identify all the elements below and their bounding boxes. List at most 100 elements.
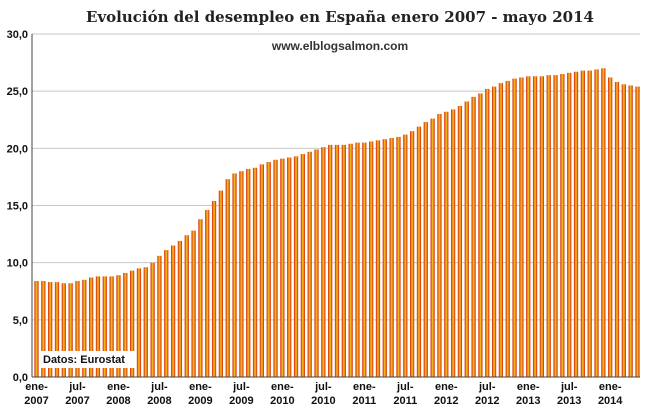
x-tick-label: ene-2008 — [106, 381, 130, 407]
bar-oct-2010 — [341, 144, 346, 377]
bar-ene-2010 — [280, 158, 285, 377]
y-tick-label: 0,0 — [13, 372, 28, 384]
bar-nov-2010 — [348, 143, 353, 377]
chart-title: Evolución del desempleo en España enero … — [86, 8, 594, 26]
x-tick-label: ene-2014 — [598, 381, 623, 407]
bar-abr-2014 — [628, 85, 633, 377]
bar-jul-2011 — [403, 134, 408, 377]
bar-oct-2009 — [259, 164, 264, 377]
bar-ene-2012 — [444, 111, 449, 377]
bar-mar-2007 — [48, 282, 53, 377]
bar-abr-2007 — [54, 282, 60, 377]
bar-sep-2010 — [334, 144, 340, 377]
bar-jun-2009 — [232, 173, 237, 377]
bar-jul-2010 — [321, 147, 326, 377]
watermark-bg — [270, 36, 410, 54]
y-tick-label: 30,0 — [7, 29, 28, 41]
bar-ago-2007 — [82, 279, 87, 377]
bar-jun-2008 — [150, 262, 155, 377]
bar-nov-2008 — [184, 235, 189, 377]
bar-sep-2013 — [580, 70, 585, 377]
bar-dic-2011 — [437, 114, 442, 377]
bar-abr-2012 — [464, 101, 469, 378]
bar-nov-2011 — [430, 118, 435, 378]
watermark: www.elblogsalmon.com — [271, 39, 408, 53]
bar-mar-2008 — [130, 270, 135, 377]
bar-mar-2014 — [621, 84, 626, 377]
bar-mar-2010 — [293, 156, 299, 377]
bar-jun-2011 — [396, 136, 401, 377]
bar-ene-2013 — [526, 76, 531, 378]
bar-ago-2012 — [491, 86, 497, 377]
x-tick-label: jul-2013 — [557, 381, 581, 407]
bar-sep-2011 — [416, 126, 422, 377]
y-tick-label: 5,0 — [13, 315, 28, 327]
bar-may-2010 — [307, 151, 312, 377]
bar-dic-2007 — [109, 276, 114, 377]
bar-feb-2008 — [123, 272, 128, 377]
bar-abr-2013 — [546, 75, 551, 377]
bar-jul-2008 — [157, 255, 162, 377]
y-tick-label: 20,0 — [7, 143, 28, 155]
bar-feb-2010 — [287, 157, 292, 377]
y-tick-label: 25,0 — [7, 86, 28, 98]
bar-may-2009 — [225, 179, 230, 377]
y-tick-label: 10,0 — [7, 258, 28, 270]
bar-feb-2013 — [532, 76, 538, 378]
bar-sep-2009 — [252, 167, 258, 377]
bar-ene-2009 — [198, 219, 203, 377]
bar-dic-2008 — [191, 230, 196, 377]
bar-jun-2012 — [478, 93, 483, 377]
bar-nov-2009 — [266, 162, 271, 377]
bar-ago-2010 — [328, 144, 333, 377]
x-tick-label: ene-2010 — [270, 381, 294, 407]
x-tick-labels: ene-2007 jul-2007 ene-2008 jul-2008 ene-2009… — [24, 381, 623, 407]
x-tick-label: jul-2010 — [311, 381, 335, 407]
bar-feb-2007 — [41, 280, 46, 377]
bar-mar-2009 — [211, 200, 217, 377]
bar-may-2014 — [635, 86, 640, 377]
bar-jul-2012 — [485, 88, 490, 377]
bar-jul-2009 — [239, 171, 244, 377]
bar-dic-2012 — [519, 77, 524, 377]
x-tick-label: jul-2011 — [393, 381, 417, 407]
bar-abr-2009 — [218, 190, 224, 377]
x-tick-label: ene-2009 — [188, 381, 212, 407]
x-tick-label: ene-2012 — [434, 381, 458, 407]
bar-ene-2007 — [34, 280, 39, 377]
bar-ene-2008 — [116, 275, 121, 377]
x-tick-label: jul-2008 — [147, 381, 171, 407]
bar-jul-2013 — [567, 72, 572, 378]
bar-may-2012 — [471, 96, 476, 377]
bar-jun-2007 — [68, 283, 73, 377]
bar-jun-2010 — [314, 149, 319, 377]
bar-ago-2011 — [410, 131, 415, 377]
bar-may-2007 — [61, 283, 66, 377]
bar-abr-2008 — [136, 268, 142, 377]
bar-oct-2012 — [505, 80, 510, 377]
bar-oct-2007 — [95, 276, 101, 377]
bar-nov-2013 — [594, 69, 599, 377]
bar-dic-2009 — [273, 159, 278, 377]
bar-mar-2013 — [539, 76, 544, 378]
bar-dic-2010 — [355, 142, 360, 377]
bar-feb-2012 — [450, 109, 456, 378]
x-tick-label: ene-2011 — [352, 381, 376, 407]
bar-sep-2008 — [170, 245, 176, 377]
bar-ago-2013 — [573, 71, 579, 377]
y-tick-label: 15,0 — [7, 201, 28, 213]
y-tick-labels: 0,0 5,0 10,0 15,0 20,0 25,0 30,0 — [7, 29, 28, 384]
bar-may-2008 — [143, 267, 148, 377]
bar-nov-2007 — [102, 276, 107, 377]
bar-ago-2008 — [164, 250, 169, 377]
bar-oct-2013 — [587, 70, 592, 377]
bar-feb-2009 — [205, 210, 210, 377]
bar-ene-2011 — [362, 142, 367, 377]
x-tick-label: jul-2009 — [229, 381, 253, 407]
bar-feb-2014 — [614, 82, 620, 378]
bar-jun-2013 — [560, 74, 565, 378]
bar-sep-2012 — [498, 83, 504, 377]
bars — [34, 68, 640, 378]
bar-dic-2013 — [601, 68, 606, 378]
